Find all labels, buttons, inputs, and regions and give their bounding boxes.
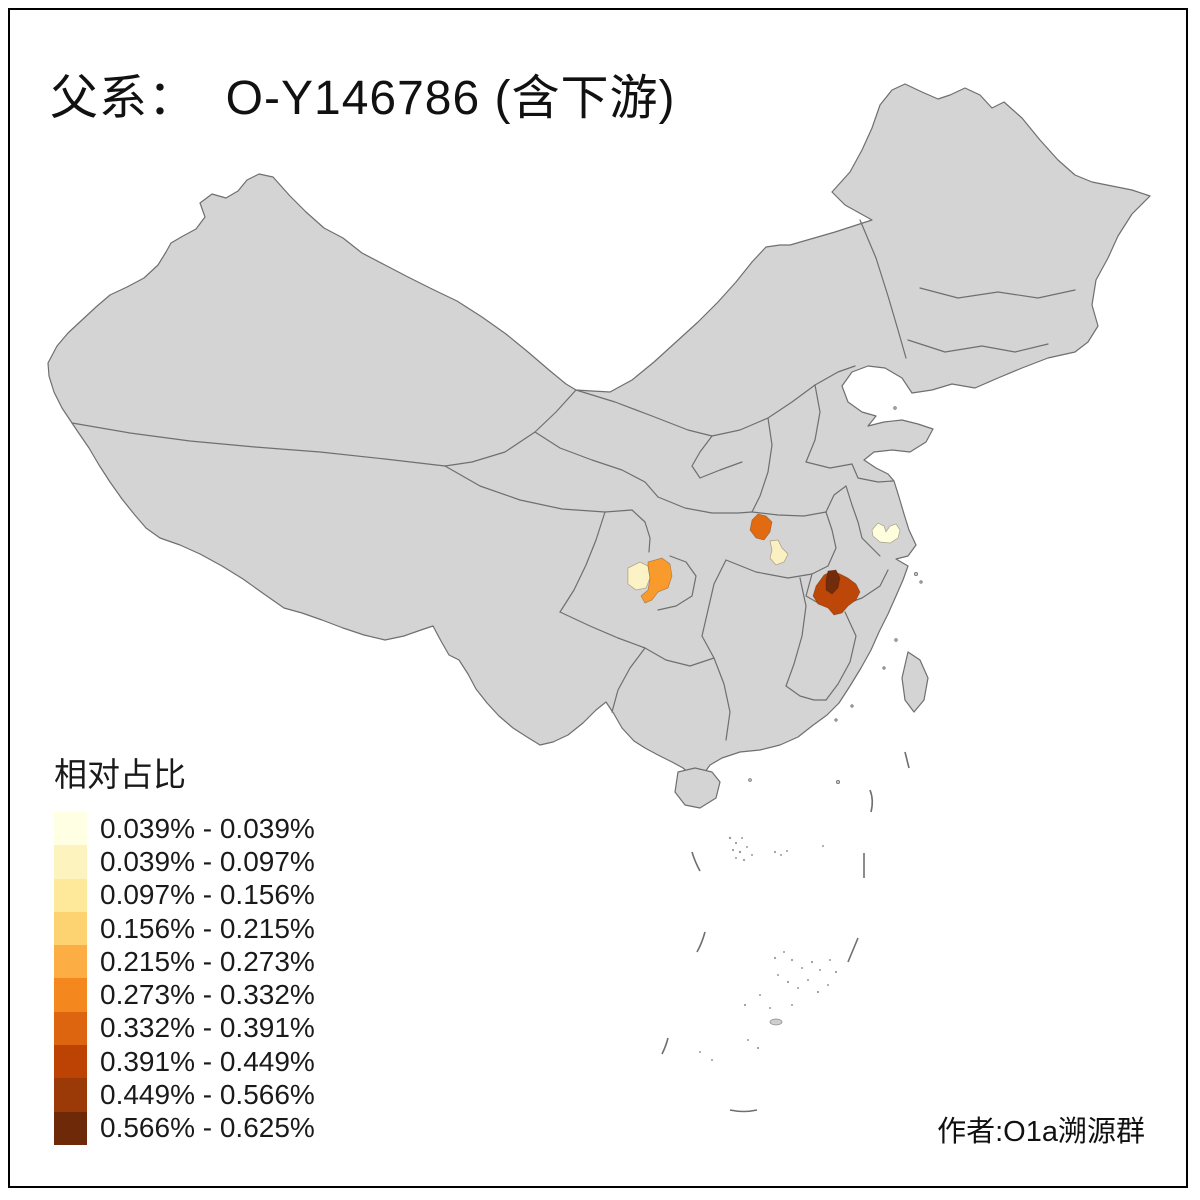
legend-row: 0.039% - 0.097% — [54, 845, 315, 879]
legend-label: 0.097% - 0.156% — [100, 879, 315, 911]
legend-rows: 0.039% - 0.039% 0.039% - 0.097% 0.097% - 0… — [54, 812, 315, 1145]
legend-label: 0.215% - 0.273% — [100, 945, 315, 977]
legend-row: 0.215% - 0.273% — [54, 945, 315, 979]
legend-swatch — [54, 878, 87, 912]
hainan-island — [674, 767, 721, 809]
legend-swatch — [54, 1111, 87, 1145]
legend-swatch — [54, 1011, 87, 1046]
china-mainland-outline — [47, 83, 1151, 781]
legend: 相对占比 0.039% - 0.039% 0.039% - 0.097% 0.097… — [54, 748, 315, 1145]
map-title: 父系： O-Y146786 (含下游) — [50, 72, 676, 125]
legend-label: 0.449% - 0.566% — [100, 1079, 315, 1111]
choropleth-region[interactable] — [812, 570, 861, 616]
legend-title: 相对占比 — [54, 756, 186, 793]
legend-row: 0.273% - 0.332% — [54, 978, 315, 1012]
coastal-islets — [748, 406, 923, 785]
legend-row: 0.449% - 0.566% — [54, 1078, 315, 1112]
choropleth-region[interactable] — [871, 522, 901, 544]
legend-row: 0.332% - 0.391% — [54, 1011, 315, 1046]
nine-dash-line — [661, 751, 910, 1113]
legend-swatch — [54, 945, 87, 979]
legend-row: 0.566% - 0.625% — [54, 1111, 315, 1145]
legend-row: 0.391% - 0.449% — [54, 1045, 315, 1079]
legend-row: 0.039% - 0.039% — [54, 812, 315, 846]
legend-label: 0.391% - 0.449% — [100, 1045, 315, 1077]
legend-swatch — [54, 812, 87, 846]
legend-swatch — [54, 911, 87, 946]
legend-label: 0.566% - 0.625% — [100, 1112, 315, 1144]
legend-row: 0.097% - 0.156% — [54, 878, 315, 912]
taiwan-island — [901, 651, 929, 713]
choropleth-region[interactable] — [627, 561, 651, 591]
legend-swatch — [54, 1045, 87, 1079]
author-credit: 作者:O1a溯源群 — [937, 1116, 1145, 1148]
legend-label: 0.332% - 0.391% — [100, 1012, 315, 1044]
legend-label: 0.273% - 0.332% — [100, 979, 315, 1011]
south-china-sea-islands — [699, 836, 838, 1061]
legend-swatch — [54, 845, 87, 879]
province-borders — [71, 219, 1076, 741]
choropleth-region[interactable] — [825, 569, 841, 595]
legend-swatch — [54, 978, 87, 1012]
legend-label: 0.039% - 0.097% — [100, 845, 315, 877]
choropleth-regions — [627, 513, 901, 616]
choropleth-region[interactable] — [640, 557, 673, 604]
legend-label: 0.156% - 0.215% — [100, 912, 315, 944]
legend-swatch — [54, 1078, 87, 1112]
choropleth-region[interactable] — [749, 513, 773, 541]
choropleth-region[interactable] — [769, 539, 789, 566]
legend-row: 0.156% - 0.215% — [54, 911, 315, 946]
legend-label: 0.039% - 0.039% — [100, 812, 315, 844]
